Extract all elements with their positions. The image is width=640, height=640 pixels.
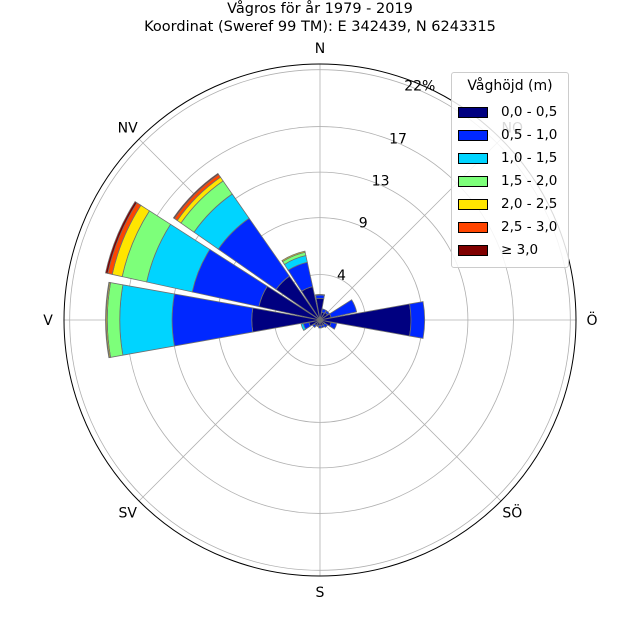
direction-label: Ö [586, 311, 597, 329]
legend-label: 1,5 - 2,0 [501, 173, 558, 189]
polar-frame [63, 63, 577, 577]
rose-sector [315, 294, 325, 296]
legend-label: 2,5 - 3,0 [501, 219, 558, 235]
rose-sector [300, 323, 307, 331]
rose-sector [329, 299, 358, 319]
grid-spoke [319, 319, 502, 502]
legend-swatch [458, 245, 488, 256]
legend-label: ≥ 3,0 [501, 242, 539, 258]
direction-label: N [315, 41, 325, 57]
legend-swatch [458, 199, 488, 210]
radial-tick-label: 9 [359, 215, 368, 231]
rose-sector [119, 284, 175, 356]
legend-label: 1,0 - 1,5 [501, 150, 558, 166]
rose-sector [324, 310, 330, 316]
grid-spoke [138, 319, 321, 502]
radial-tick-label: 4 [337, 268, 346, 284]
legend-title: Våghöjd (m) [467, 78, 553, 94]
legend-swatch [458, 107, 488, 118]
legend: Våghöjd (m) 0,0 - 0,5 0,5 - 1,0 1,0 - 1,… [451, 72, 569, 268]
chart-title-line1: Vågros för år 1979 - 2019 [227, 1, 413, 17]
direction-label: V [43, 313, 53, 329]
radial-tick-label: 22% [404, 79, 435, 95]
legend-swatch [458, 130, 488, 141]
direction-label: S [316, 585, 325, 601]
direction-label: NV [118, 121, 138, 137]
legend-swatch [458, 153, 488, 164]
radial-tick-label: 17 [389, 131, 407, 147]
rose-sector [319, 303, 412, 337]
rose-sector [315, 324, 320, 328]
chart-title: Vågros för år 1979 - 2019 Koordinat (Swe… [0, 0, 640, 36]
rose-sector [172, 172, 220, 220]
legend-swatch [458, 176, 488, 187]
legend-label: 2,0 - 2,5 [501, 196, 558, 212]
rose-sector [105, 201, 138, 274]
chart-title-line2: Koordinat (Sweref 99 TM): E 342439, N 62… [144, 19, 496, 35]
rose-sector [105, 281, 110, 359]
direction-label: SÖ [502, 503, 522, 521]
rose-sector [281, 250, 306, 263]
rose-sector [329, 321, 338, 330]
direction-label: SV [118, 505, 137, 521]
rose-sector [409, 301, 426, 339]
legend-label: 0,5 - 1,0 [501, 127, 558, 143]
rose-sector [311, 323, 317, 329]
legend-label: 0,0 - 0,5 [501, 104, 558, 120]
radial-tick-label: 13 [372, 173, 390, 189]
rose-sector [321, 308, 327, 314]
legend-swatch [458, 222, 488, 233]
